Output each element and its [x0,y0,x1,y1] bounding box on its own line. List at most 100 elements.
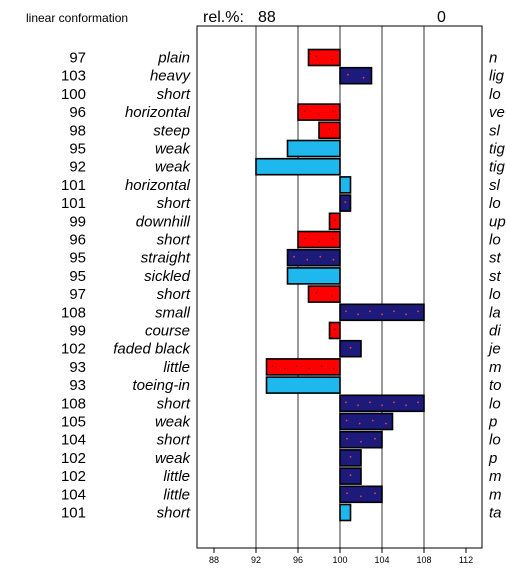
row-right-label: lo [489,86,501,103]
row-left-label: weak [155,159,192,176]
row-left-label: sickled [144,268,191,285]
row-left-label: heavy [150,68,192,85]
row-labels: 97 plain n 103 heavy lig 100 short lo 96 horizonta… [61,50,506,522]
bar [339,430,383,449]
bar-dot [346,437,348,440]
bar [255,157,341,176]
bar-dot [332,110,334,112]
bar [297,103,341,121]
row-right-label: tig [489,159,506,176]
bar-dot [315,55,318,58]
bar [286,248,341,267]
row-right-label: lo [489,395,501,412]
bar-dot [344,201,347,204]
row-left-label: little [163,468,190,485]
row-value: 97 [69,50,86,67]
row-right-label: lo [489,286,501,303]
bar [318,121,341,140]
row-value: 98 [69,122,86,139]
row-left-label: horizontal [125,177,191,194]
x-tick-label: 104 [374,555,389,565]
bar-dot [304,237,306,240]
row-value: 102 [61,341,86,358]
bar [339,485,383,504]
row-left-label: weak [155,141,192,158]
rel-value: 88 [258,9,276,26]
bar [339,303,425,322]
bar-dot [369,401,371,404]
bar-dot [362,76,365,79]
bar-dot [331,58,334,61]
bar-dot [293,255,295,258]
bar-dot [374,437,376,440]
row-right-label: ve [489,104,505,121]
bar [339,194,352,212]
row-value: 96 [69,104,86,121]
row-left-label: small [155,304,191,321]
bar-dot [332,258,335,261]
bar-dot [320,365,323,367]
row-value: 108 [61,395,86,412]
row-right-label: la [489,304,501,321]
bar-dot [393,401,395,404]
row-value: 95 [69,268,86,285]
bar-dot [346,73,349,76]
bars [255,48,425,522]
row-right-label: p [488,414,497,431]
bar [265,358,341,376]
bar [339,449,362,467]
bar-dot [283,368,286,370]
row-value: 102 [61,468,86,485]
row-value: 93 [69,377,86,394]
bar-dot [308,368,311,370]
bar [339,412,394,431]
row-value: 102 [61,450,86,467]
bar-dot [358,422,361,425]
bar-dot [369,310,371,313]
bar-dot [296,365,299,367]
row-left-label: plain [157,50,190,67]
row-right-label: sl [489,177,501,194]
zero-label: 0 [437,9,446,26]
bar-dot [332,237,334,240]
row-value: 93 [69,359,86,376]
row-right-label: tig [489,141,506,158]
row-value: 99 [69,323,86,340]
row-value: 96 [69,232,86,249]
bar [339,394,425,413]
row-left-label: short [157,395,191,412]
bar-dot [357,404,359,407]
row-left-label: short [157,286,191,303]
row-right-label: to [489,377,502,394]
row-value: 103 [61,68,86,85]
row-right-label: lo [489,195,501,212]
row-right-label: di [489,323,501,340]
row-value: 108 [61,304,86,321]
row-left-label: short [157,195,191,212]
bar [297,230,341,249]
row-value: 100 [61,86,86,103]
x-tick-label: 92 [251,555,261,565]
bar-dot [371,419,374,422]
row-right-label: m [489,359,502,376]
bar-dot [381,404,383,407]
row-value: 104 [61,486,86,503]
bar-dot [328,128,331,131]
bar [328,212,341,231]
row-value: 92 [69,159,86,176]
bar-dot [357,313,359,316]
row-value: 99 [69,213,86,230]
bar-dot [349,474,352,476]
row-value: 104 [61,432,86,449]
row-right-label: st [489,250,502,267]
row-left-label: downhill [136,213,191,230]
bar-dot [332,368,335,370]
bar-dot [331,295,334,297]
bar [339,339,362,358]
row-value: 95 [69,141,86,158]
bar-dot [345,401,347,404]
rel-label: rel.%: [203,9,244,26]
row-left-label: course [145,323,190,340]
row-right-label: n [489,50,497,67]
